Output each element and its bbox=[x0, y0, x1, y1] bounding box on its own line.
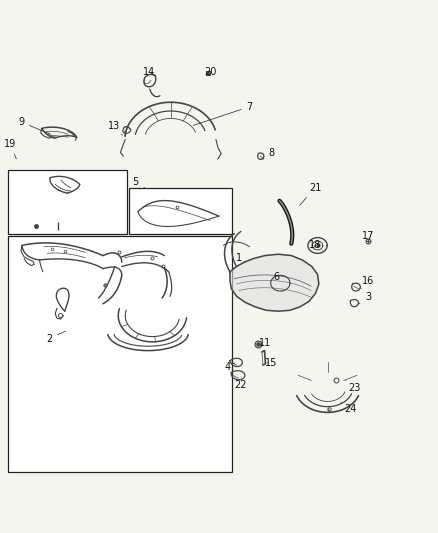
Bar bbox=[129, 188, 232, 233]
Bar bbox=[8, 236, 232, 472]
Text: 6: 6 bbox=[273, 272, 279, 282]
Text: 8: 8 bbox=[263, 149, 275, 159]
Text: 4: 4 bbox=[225, 362, 235, 372]
Text: 5: 5 bbox=[133, 177, 145, 188]
Text: 2: 2 bbox=[46, 331, 65, 344]
Text: 7: 7 bbox=[193, 102, 253, 125]
Bar bbox=[8, 170, 127, 233]
Text: 20: 20 bbox=[204, 67, 216, 77]
Text: 18: 18 bbox=[309, 240, 321, 249]
Text: 15: 15 bbox=[265, 358, 277, 368]
Text: 19: 19 bbox=[4, 139, 16, 159]
Text: 3: 3 bbox=[359, 292, 371, 304]
Text: 16: 16 bbox=[361, 276, 374, 288]
Polygon shape bbox=[230, 254, 319, 311]
Text: 22: 22 bbox=[235, 377, 247, 390]
Text: 9: 9 bbox=[18, 117, 50, 134]
Text: 23: 23 bbox=[346, 381, 361, 393]
Text: 13: 13 bbox=[108, 122, 123, 135]
Text: 24: 24 bbox=[341, 402, 357, 414]
Text: 1: 1 bbox=[236, 253, 245, 263]
Text: 11: 11 bbox=[259, 338, 271, 348]
Text: 17: 17 bbox=[362, 231, 374, 241]
Text: 14: 14 bbox=[143, 67, 155, 77]
Text: 21: 21 bbox=[300, 183, 321, 205]
